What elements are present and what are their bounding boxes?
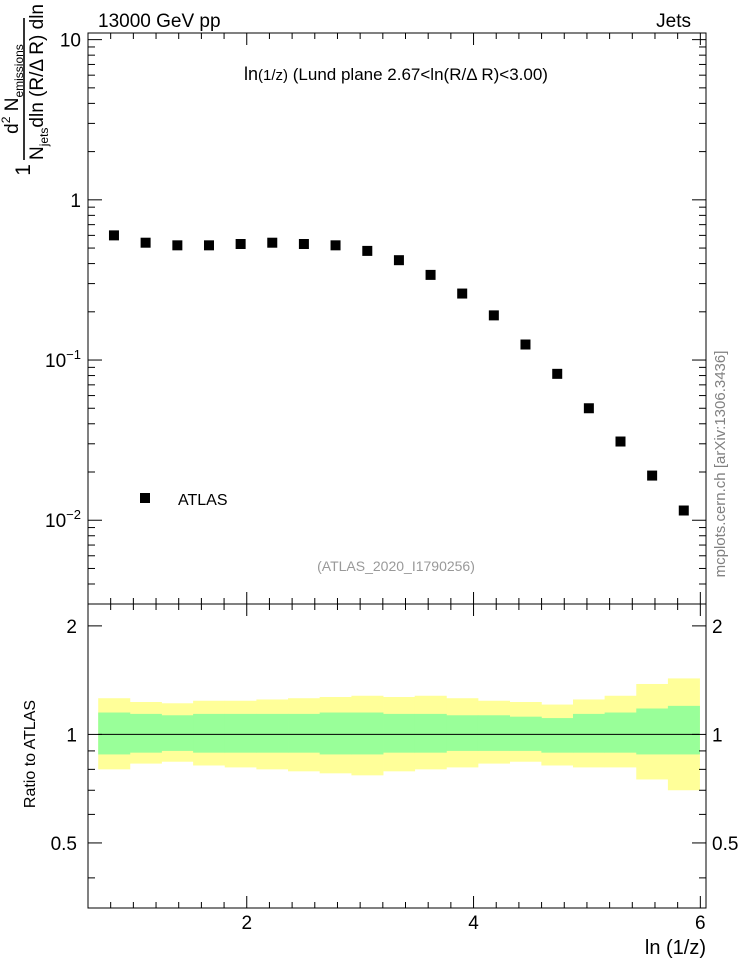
main-y-label-num-sub: emissions xyxy=(12,44,26,97)
xtick-label-0: 2 xyxy=(241,913,252,934)
main-ytick-label-2: 1 xyxy=(70,191,81,212)
band-stat-11 xyxy=(446,715,479,751)
main-y-label-den-main: N xyxy=(27,146,48,160)
main-plot-frame xyxy=(87,32,707,605)
ratio-plot-frame xyxy=(87,603,707,909)
ratio-ytick-label-left-2: 2 xyxy=(66,617,77,638)
ratio-ytick-label-left-1: 1 xyxy=(66,725,77,746)
band-stat-14 xyxy=(541,718,574,753)
band-stat-1 xyxy=(129,713,162,753)
main-ytick-label-0: 10−2 xyxy=(45,507,81,532)
data-point-8 xyxy=(362,245,373,256)
band-stat-3 xyxy=(193,713,226,753)
main-ytick-label-base: 1 xyxy=(70,191,81,212)
main-y-label-num-n: N xyxy=(2,98,23,117)
band-stat-18 xyxy=(667,705,700,755)
data-point-5 xyxy=(267,237,278,248)
data-point-0 xyxy=(108,230,119,241)
main-y-label-denominator: Njetsdln (R/Δ R) dln (1/z) xyxy=(27,0,51,160)
data-point-2 xyxy=(172,240,183,251)
data-point-7 xyxy=(330,240,341,251)
main-y-label-den-sub: jets xyxy=(37,128,51,148)
main-title: ln(1/z) (Lund plane 2.67<ln(R/Δ R)<3.00) xyxy=(244,64,548,84)
band-stat-16 xyxy=(604,712,637,753)
main-ytick-label-3: 10 xyxy=(60,31,81,52)
ratio-ytick-label-left-0: 0.5 xyxy=(51,834,77,855)
band-stat-12 xyxy=(477,715,511,751)
main-y-label-numerator: d2 Nemissions xyxy=(0,44,26,134)
main-y-label-den-rest: dln (R/Δ R) dln (1/z) xyxy=(27,0,48,128)
band-stat-7 xyxy=(319,712,352,755)
legend-marker xyxy=(140,493,150,503)
data-point-17 xyxy=(647,470,658,481)
main-y-label-prefix: 1 xyxy=(12,164,35,176)
main-title-prefix: ln xyxy=(244,64,258,84)
data-point-4 xyxy=(235,239,246,250)
watermark: (ATLAS_2020_I1790256) xyxy=(317,558,475,574)
band-stat-4 xyxy=(224,713,257,753)
band-stat-5 xyxy=(256,713,289,753)
legend: ATLAS xyxy=(140,492,228,509)
data-point-15 xyxy=(583,403,594,414)
main-y-label: 1 d2 Nemissions Njetsdln (R/Δ R) dln (1/… xyxy=(0,0,51,176)
ratio-frame xyxy=(87,603,707,909)
main-ytick-label-exp: −2 xyxy=(66,507,81,522)
data-point-16 xyxy=(615,436,626,447)
ratio-ytick-label-right-0: 0.5 xyxy=(712,834,738,855)
data-point-6 xyxy=(298,239,309,250)
data-point-13 xyxy=(520,339,531,350)
data-point-9 xyxy=(393,255,404,266)
main-y-label-num-main: d xyxy=(2,123,23,134)
header-left: 13000 GeV pp xyxy=(98,11,221,32)
xtick-label-2: 6 xyxy=(695,913,706,934)
header-right: Jets xyxy=(656,11,691,32)
data-point-3 xyxy=(203,240,214,251)
main-ytick-label-base: 10 xyxy=(45,351,66,372)
main-ticks xyxy=(88,33,706,605)
main-y-label-num-sup: 2 xyxy=(0,116,13,123)
main-ytick-label-1: 10−1 xyxy=(45,347,81,372)
x-axis-label: ln (1/z) xyxy=(645,937,706,959)
ratio-ticks xyxy=(88,604,706,908)
legend-label: ATLAS xyxy=(178,492,228,509)
ratio-ytick-label-right-2: 2 xyxy=(712,617,723,638)
main-title-rest: (Lund plane 2.67<ln(R/Δ R)<3.00) xyxy=(288,65,548,84)
data-point-14 xyxy=(552,368,563,379)
band-stat-17 xyxy=(636,708,669,755)
band-stat-8 xyxy=(351,712,384,755)
data-point-12 xyxy=(488,310,499,321)
main-ytick-label-base: 10 xyxy=(45,511,66,532)
data-point-10 xyxy=(425,269,436,280)
main-ytick-label-base: 10 xyxy=(60,31,81,52)
data-point-18 xyxy=(678,505,689,516)
data-point-1 xyxy=(140,237,151,248)
band-stat-2 xyxy=(161,715,194,751)
ratio-y-label: Ratio to ATLAS xyxy=(22,700,39,808)
main-frame xyxy=(87,32,707,605)
band-stat-0 xyxy=(98,712,131,755)
xtick-label-1: 4 xyxy=(468,913,479,934)
band-stat-13 xyxy=(509,716,542,751)
main-ytick-label-exp: −1 xyxy=(66,347,81,362)
band-stat-15 xyxy=(572,713,606,753)
band-stat-6 xyxy=(288,713,321,753)
band-stat-10 xyxy=(414,713,447,753)
band-stat-9 xyxy=(383,713,416,753)
data-point-11 xyxy=(457,288,468,299)
data-points xyxy=(108,230,689,516)
ratio-ytick-label-right-1: 1 xyxy=(712,725,723,746)
side-label: mcplots.cern.ch [arXiv:1306.3436] xyxy=(712,351,729,578)
main-title-sub: (1/z) xyxy=(258,67,288,84)
